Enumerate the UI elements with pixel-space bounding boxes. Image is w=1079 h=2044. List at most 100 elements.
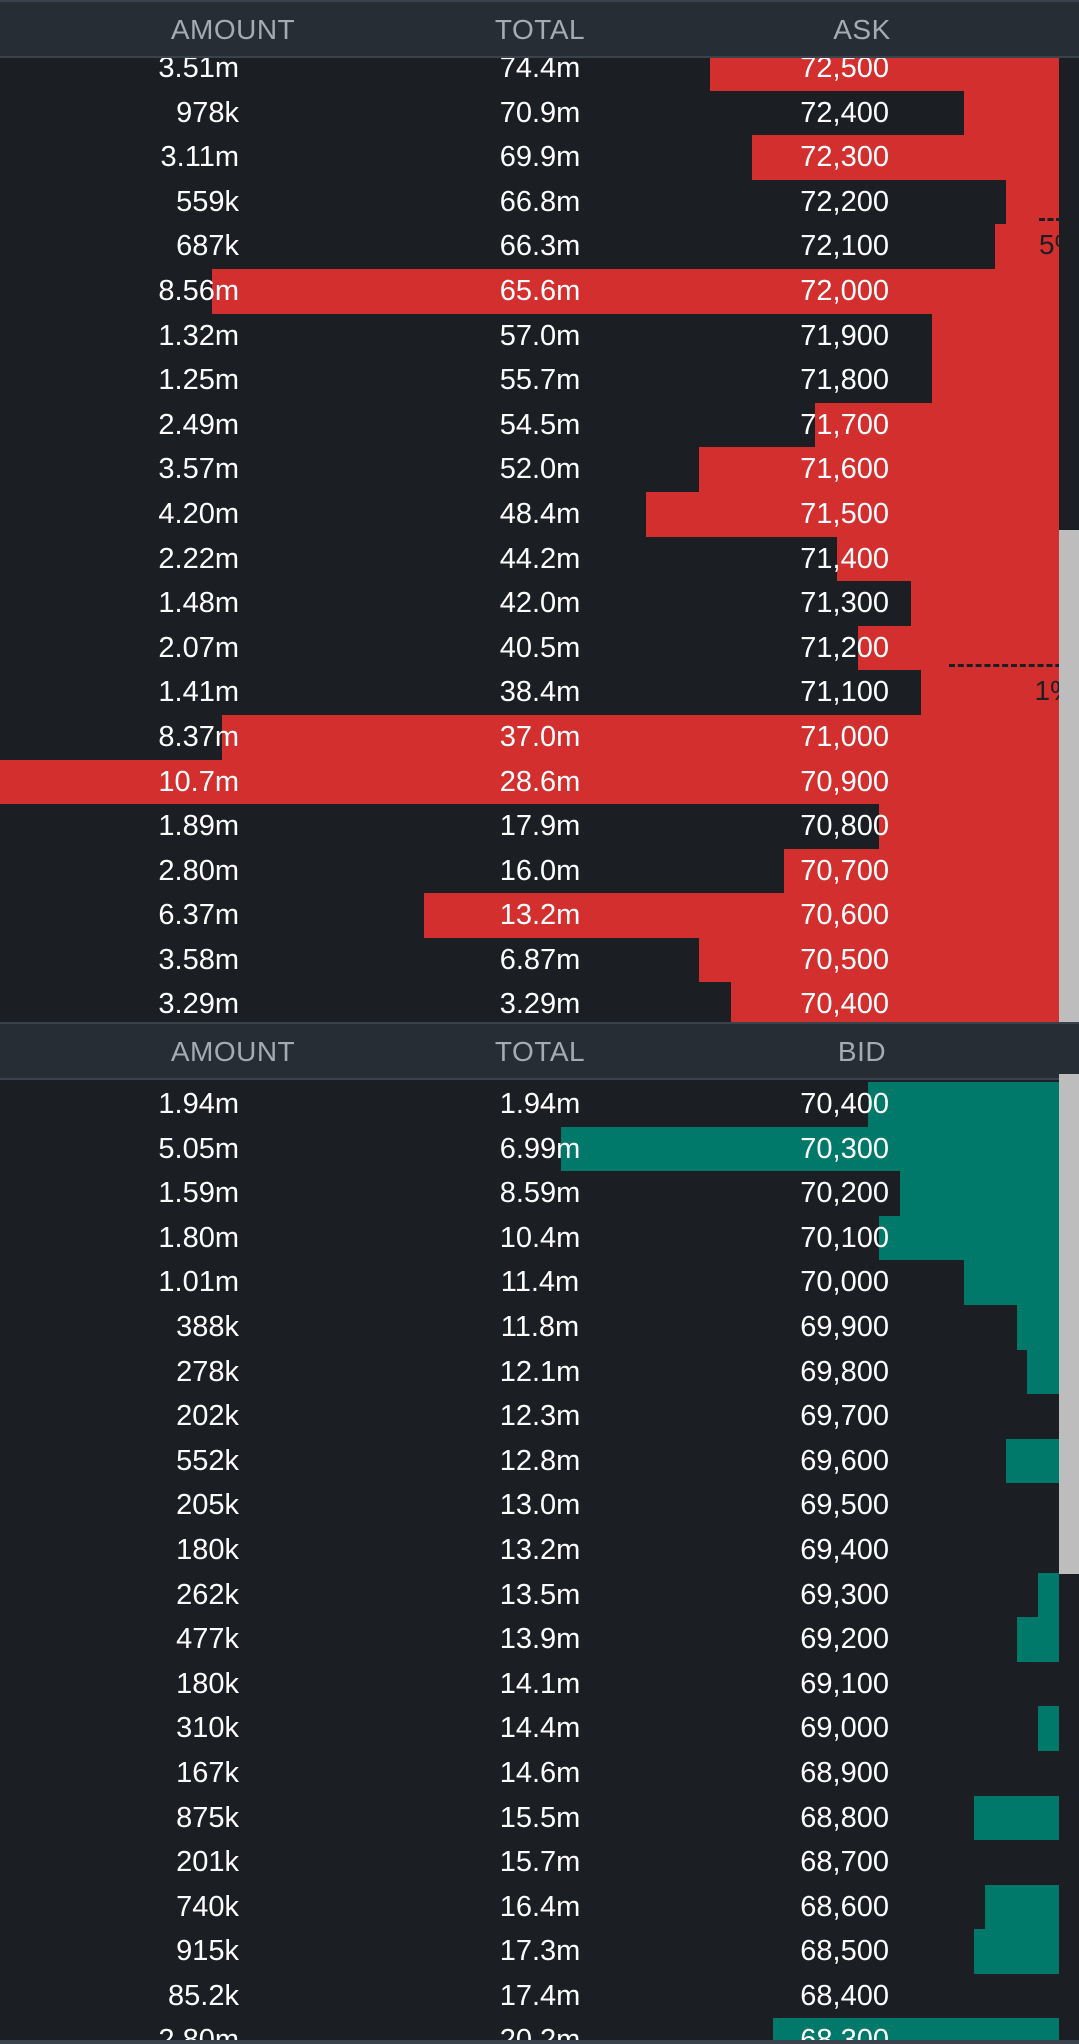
bid-order-book[interactable]: AMOUNT TOTAL BID 1.94m 1.94m 70,400 5.05m 6.… bbox=[0, 1022, 1079, 2044]
ask-row[interactable]: 8.56m 65.6m 72,000 bbox=[0, 268, 1059, 314]
bid-row[interactable]: 180k 14.1m 69,100 bbox=[0, 1662, 1059, 1707]
bid-total-cell: 11.8m bbox=[500, 1310, 580, 1343]
bid-rows: 1.94m 1.94m 70,400 5.05m 6.99m 70,300 1.59m 8.5… bbox=[0, 1082, 1059, 2044]
ask-price-cell: 72,000 bbox=[800, 274, 889, 307]
bid-price-cell: 68,600 bbox=[800, 1890, 889, 1923]
bid-total-cell: 6.99m bbox=[499, 1132, 581, 1165]
bid-total-cell: 20.2m bbox=[499, 2024, 581, 2044]
ask-rows: 3.51m 74.4m 72,500 978k 70.9m 72,400 3.11m 69.9… bbox=[0, 46, 1059, 1022]
ask-amount-cell: 3.57m bbox=[158, 453, 239, 486]
bid-price-cell: 69,200 bbox=[800, 1623, 889, 1656]
ask-row[interactable]: 1.41m 38.4m 71,100 bbox=[0, 670, 1059, 715]
ask-price-cell: 72,400 bbox=[800, 96, 889, 129]
ask-row[interactable]: 2.22m 44.2m 71,400 bbox=[0, 536, 1059, 582]
bid-amount-cell: 740k bbox=[176, 1890, 239, 1923]
ask-price-cell: 71,000 bbox=[800, 720, 889, 753]
ask-amount-bar bbox=[910, 581, 1059, 626]
bid-row[interactable]: 740k 16.4m 68,600 bbox=[0, 1884, 1059, 1930]
ask-row[interactable]: 10.7m 28.6m 70,900 bbox=[0, 759, 1059, 805]
bid-row[interactable]: 1.80m 10.4m 70,100 bbox=[0, 1215, 1059, 1261]
ask-scrollbar-thumb[interactable] bbox=[1059, 530, 1079, 1022]
bid-total-cell: 13.9m bbox=[499, 1623, 581, 1656]
bid-row[interactable]: 552k 12.8m 69,600 bbox=[0, 1438, 1059, 1484]
ask-row[interactable]: 1.32m 57.0m 71,900 bbox=[0, 313, 1059, 359]
ask-row[interactable]: 6.37m 13.2m 70,600 bbox=[0, 893, 1059, 938]
ask-total-cell: 40.5m bbox=[499, 631, 581, 664]
ask-row[interactable]: 559k 66.8m 72,200 bbox=[0, 179, 1059, 225]
bid-row[interactable]: 5.05m 6.99m 70,300 bbox=[0, 1126, 1059, 1172]
bid-amount-cell: 915k bbox=[176, 1935, 239, 1968]
ask-amount-cell: 3.29m bbox=[158, 988, 239, 1021]
bid-row[interactable]: 388k 11.8m 69,900 bbox=[0, 1304, 1059, 1350]
bid-row[interactable]: 202k 12.3m 69,700 bbox=[0, 1394, 1059, 1439]
ask-row[interactable]: 3.29m 3.29m 70,400 bbox=[0, 982, 1059, 1022]
ask-amount-cell: 1.32m bbox=[158, 319, 239, 352]
bid-total-cell: 12.3m bbox=[499, 1400, 581, 1433]
ask-order-book[interactable]: AMOUNT TOTAL ASK 3.51m 74.4m 72,500 978k 70.… bbox=[0, 0, 1079, 1022]
ask-amount-cell: 8.37m bbox=[158, 720, 239, 753]
bid-amount-bar bbox=[1037, 1572, 1059, 1618]
bid-amount-cell: 180k bbox=[176, 1667, 239, 1700]
ask-row[interactable]: 8.37m 37.0m 71,000 bbox=[0, 714, 1059, 760]
bid-total-cell: 14.1m bbox=[499, 1667, 581, 1700]
bid-amount-bar bbox=[963, 1260, 1059, 1305]
bid-row[interactable]: 278k 12.1m 69,800 bbox=[0, 1349, 1059, 1395]
bid-price-cell: 69,700 bbox=[800, 1400, 889, 1433]
ask-amount-bar bbox=[0, 759, 1059, 805]
bid-row[interactable]: 477k 13.9m 69,200 bbox=[0, 1617, 1059, 1662]
ask-row[interactable]: 4.20m 48.4m 71,500 bbox=[0, 491, 1059, 537]
ask-row[interactable]: 1.48m 42.0m 71,300 bbox=[0, 581, 1059, 626]
bid-row[interactable]: 915k 17.3m 68,500 bbox=[0, 1929, 1059, 1974]
ask-total-cell: 55.7m bbox=[499, 364, 581, 397]
ask-row[interactable]: 2.07m 40.5m 71,200 bbox=[0, 625, 1059, 671]
ask-row[interactable]: 2.80m 16.0m 70,700 bbox=[0, 848, 1059, 894]
ask-amount-bar bbox=[857, 625, 1059, 671]
ask-price-cell: 71,700 bbox=[800, 408, 889, 441]
ask-row[interactable]: 3.58m 6.87m 70,500 bbox=[0, 937, 1059, 983]
bid-amount-bar bbox=[974, 1795, 1059, 1841]
ask-amount-bar bbox=[783, 848, 1059, 894]
ask-price-cell: 71,400 bbox=[800, 542, 889, 575]
bid-total-cell: 12.8m bbox=[499, 1444, 581, 1477]
bid-amount-cell: 875k bbox=[176, 1801, 239, 1834]
bid-amount-cell: 262k bbox=[176, 1578, 239, 1611]
ask-row[interactable]: 2.49m 54.5m 71,700 bbox=[0, 402, 1059, 448]
bid-row[interactable]: 1.94m 1.94m 70,400 bbox=[0, 1082, 1059, 1127]
ask-price-cell: 71,300 bbox=[800, 587, 889, 620]
ask-total-cell: 65.6m bbox=[499, 274, 581, 307]
bid-price-cell: 69,000 bbox=[800, 1712, 889, 1745]
bid-row[interactable]: 262k 13.5m 69,300 bbox=[0, 1572, 1059, 1618]
ask-amount-bar bbox=[921, 670, 1059, 715]
ask-total-cell: 66.3m bbox=[499, 230, 581, 263]
bid-row[interactable]: 205k 13.0m 69,500 bbox=[0, 1483, 1059, 1528]
ask-row[interactable]: 978k 70.9m 72,400 bbox=[0, 90, 1059, 136]
bid-row[interactable]: 201k 15.7m 68,700 bbox=[0, 1840, 1059, 1885]
bid-row[interactable]: 310k 14.4m 69,000 bbox=[0, 1706, 1059, 1751]
bid-row[interactable]: 85.2k 17.4m 68,400 bbox=[0, 1974, 1059, 2019]
ask-amount-bar bbox=[836, 536, 1059, 582]
bid-total-cell: 14.6m bbox=[499, 1756, 581, 1789]
ask-amount-cell: 559k bbox=[176, 185, 239, 218]
bid-scrollbar-thumb[interactable] bbox=[1059, 1074, 1079, 1574]
ask-row[interactable]: 687k 66.3m 72,100 bbox=[0, 224, 1059, 269]
bid-row[interactable]: 180k 13.2m 69,400 bbox=[0, 1528, 1059, 1573]
bid-row[interactable]: 2.80m 20.2m 68,300 bbox=[0, 2018, 1059, 2044]
ask-row[interactable]: 3.11m 69.9m 72,300 bbox=[0, 135, 1059, 180]
bid-price-cell: 68,300 bbox=[800, 2024, 889, 2044]
bid-row[interactable]: 875k 15.5m 68,800 bbox=[0, 1795, 1059, 1841]
ask-total-cell: 44.2m bbox=[499, 542, 581, 575]
ask-amount-cell: 2.49m bbox=[158, 408, 239, 441]
ask-amount-bar bbox=[698, 447, 1059, 492]
ask-row[interactable]: 1.25m 55.7m 71,800 bbox=[0, 358, 1059, 403]
ask-total-cell: 66.8m bbox=[499, 185, 581, 218]
bid-amount-cell: 2.80m bbox=[158, 2024, 239, 2044]
bid-row[interactable]: 1.59m 8.59m 70,200 bbox=[0, 1171, 1059, 1216]
bid-row[interactable]: 167k 14.6m 68,900 bbox=[0, 1751, 1059, 1796]
bid-amount-cell: 202k bbox=[176, 1400, 239, 1433]
ask-amount-bar bbox=[423, 893, 1059, 938]
bid-row[interactable]: 1.01m 11.4m 70,000 bbox=[0, 1260, 1059, 1305]
ask-amount-cell: 4.20m bbox=[158, 497, 239, 530]
ask-row[interactable]: 1.89m 17.9m 70,800 bbox=[0, 804, 1059, 849]
bid-total-cell: 10.4m bbox=[499, 1221, 581, 1254]
ask-row[interactable]: 3.57m 52.0m 71,600 bbox=[0, 447, 1059, 492]
